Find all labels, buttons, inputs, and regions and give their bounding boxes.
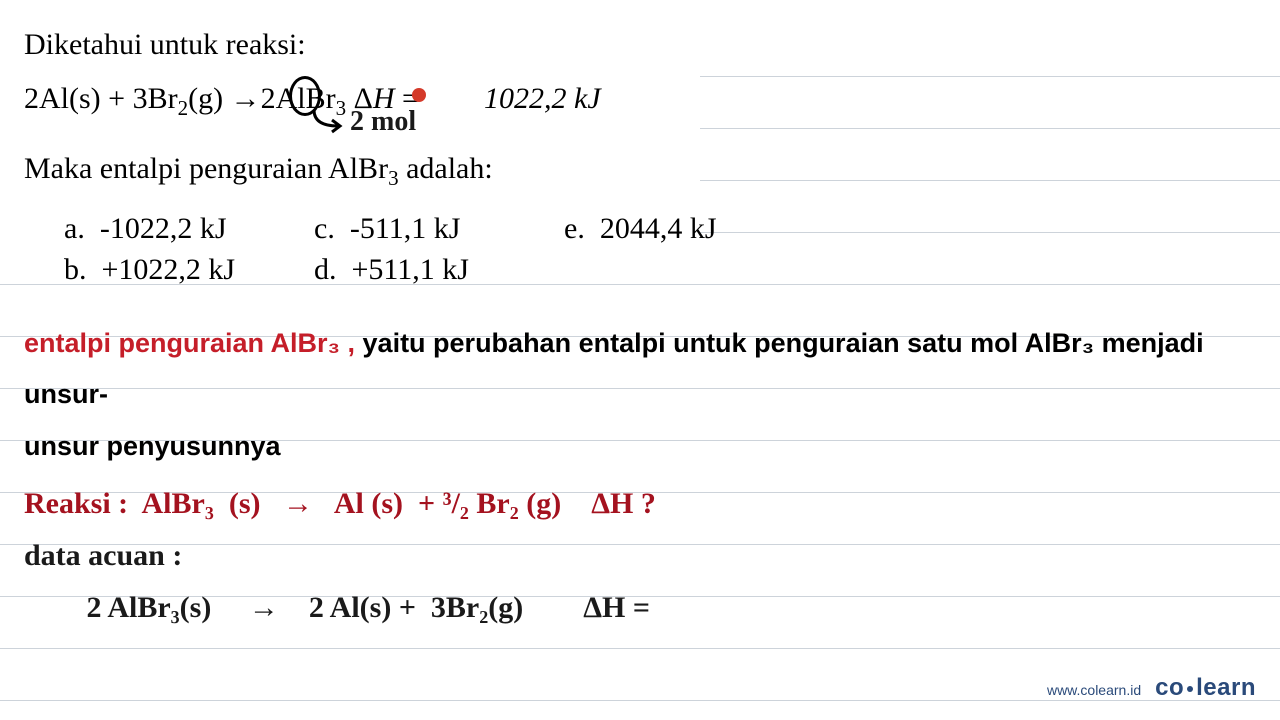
red-dot-marker [412,88,426,102]
logo-post: learn [1196,674,1256,701]
eq-lhs-sub: 2 [178,96,189,120]
footer-url: www.colearn.id [1047,682,1141,698]
question-intro: Diketahui untuk reaksi: [24,28,1256,62]
line3-pre: Maka entalpi penguraian AlBr [24,152,388,185]
reaction-equation: 2Al(s) + 3Br2(g) →2AlBr3 ΔH = 1022,2 kJ … [24,82,1256,152]
explanation-text: entalpi penguraian AlBr₃ , yaitu perubah… [24,318,1256,472]
option-b: b. +1022,2 kJ [64,250,314,291]
logo-dot-icon [1187,686,1193,692]
hand-eq-3: 2 AlBr₃(s) → 2 Al(s) + 3Br₂(g) ΔH = [64,591,650,625]
handwritten-reference-eq: 2 AlBr₃(s) → 2 Al(s) + 3Br₂(g) ΔH = [64,582,1256,634]
handwritten-reference-label: data acuan : [24,530,1256,582]
answer-options: a. -1022,2 kJ c. -511,1 kJ e. 2044,4 kJ … [64,209,1256,290]
hand-label-1: Reaksi : [24,487,128,521]
line3-post: adalah: [399,152,493,185]
mol-annotation: 2 mol [350,106,416,138]
hand-eq-1: AlBr₃ (s) → Al (s) + ³/₂ Br₂ (g) ΔH ? [128,487,656,521]
explanation-term: entalpi penguraian AlBr₃ , [24,328,355,358]
option-d: d. +511,1 kJ [314,250,564,291]
hand-label-2: data acuan : [24,539,182,573]
option-a: a. -1022,2 kJ [64,209,314,250]
hook-arrow-icon [308,108,348,138]
logo-pre: co [1155,674,1184,701]
eq-value: 1022,2 kJ [484,82,601,116]
page-content: Diketahui untuk reaksi: 2Al(s) + 3Br2(g)… [0,0,1280,634]
line3-sub: 3 [388,166,399,190]
explanation-body-2: unsur penyusunnya [24,431,281,461]
colearn-logo: colearn [1155,674,1256,702]
eq-lhs-pre: 2Al(s) + 3Br [24,82,178,115]
page-footer: www.colearn.id colearn [1047,674,1256,702]
eq-coeff: 2 [261,82,276,115]
eq-lhs-mid: (g) → [188,82,260,115]
option-e: e. 2044,4 kJ [564,209,814,250]
option-c: c. -511,1 kJ [314,209,564,250]
handwritten-reaction: Reaksi : AlBr₃ (s) → Al (s) + ³/₂ Br₂ (g… [24,478,1256,530]
question-prompt: Maka entalpi penguraian AlBr3 adalah: [24,152,1256,191]
